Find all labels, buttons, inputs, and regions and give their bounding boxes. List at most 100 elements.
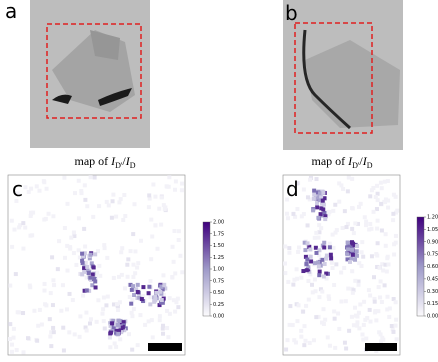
map-pixel <box>319 226 324 231</box>
map-pixel <box>299 334 304 339</box>
map-pixel <box>159 284 164 289</box>
map-pixel <box>46 211 51 216</box>
map-pixel <box>100 311 105 316</box>
optical-image-a <box>30 0 150 148</box>
map-pixel <box>87 321 92 326</box>
map-pixel <box>167 175 172 180</box>
map-pixel <box>133 271 138 276</box>
map-pixel <box>356 282 361 287</box>
map-pixel <box>76 216 81 221</box>
map-pixel <box>47 317 52 322</box>
map-pixel <box>393 194 398 199</box>
map-pixel <box>378 339 383 344</box>
map-pixel <box>382 283 387 288</box>
map-pixel <box>285 211 290 216</box>
map-pixel <box>153 194 158 199</box>
map-pixel <box>68 245 73 250</box>
map-pixel <box>355 221 360 226</box>
map-pixel <box>368 319 373 324</box>
map-pixel <box>92 276 97 281</box>
map-pixel <box>379 228 384 233</box>
map-pixel <box>42 288 47 293</box>
map-pixel <box>50 303 55 308</box>
map-pixel <box>345 221 350 226</box>
map-pixel <box>317 295 322 300</box>
map-pixel <box>176 237 181 242</box>
colorbar-tick-label: 0.75 <box>213 278 224 284</box>
map-pixel <box>115 322 120 327</box>
map-pixel <box>350 226 355 231</box>
map-pixel <box>345 240 350 245</box>
map-pixel <box>59 308 64 313</box>
map-pixel <box>333 202 338 207</box>
map-pixel <box>312 277 317 282</box>
map-pixel <box>127 332 132 337</box>
map-pixel <box>322 211 327 216</box>
map-pixel <box>77 334 82 339</box>
map-pixel <box>360 240 365 245</box>
map-pixel <box>52 283 57 288</box>
map-pixel <box>371 186 376 191</box>
map-pixel <box>317 223 322 228</box>
map-pixel <box>126 257 131 262</box>
map-pixel <box>37 188 42 193</box>
map-pixel <box>121 320 126 325</box>
map-pixel <box>321 202 326 207</box>
caption: map of ID'/ID <box>75 154 136 170</box>
map-pixel <box>368 194 373 199</box>
map-pixel <box>9 342 14 347</box>
map-pixel <box>327 245 332 250</box>
map-pixel <box>102 243 107 248</box>
map-pixel <box>351 241 356 246</box>
map-pixel <box>359 250 364 255</box>
map-pixel <box>328 252 333 257</box>
map-pixel <box>15 191 20 196</box>
map-pixel <box>154 290 159 295</box>
map-pixel <box>51 325 56 330</box>
map-pixel <box>102 326 107 331</box>
map-pixel <box>161 273 166 278</box>
map-pixel <box>317 273 322 278</box>
map-pixel <box>391 329 396 334</box>
map-pixel <box>321 307 326 312</box>
map-pixel <box>11 326 16 331</box>
map-pixel <box>333 345 338 350</box>
map-pixel <box>311 338 316 343</box>
map-pixel <box>287 246 292 251</box>
caption: map of ID'/ID <box>312 154 373 170</box>
map-pixel <box>127 294 132 299</box>
map-pixel <box>114 214 119 219</box>
colorbar-tick-label: 0.25 <box>213 302 224 308</box>
map-pixel <box>339 270 344 275</box>
map-pixel <box>299 275 304 280</box>
map-pixel <box>43 302 48 307</box>
map-pixel <box>170 244 175 249</box>
map-pixel <box>110 321 115 326</box>
map-pixel <box>344 346 349 351</box>
map-pixel <box>90 283 95 288</box>
map-pixel <box>116 308 121 313</box>
map-pixel <box>320 257 325 262</box>
map-pixel <box>65 243 70 248</box>
map-pixel <box>163 286 168 291</box>
map-pixel <box>62 175 67 180</box>
map-pixel <box>337 326 342 331</box>
map-pixel <box>101 295 106 300</box>
map-pixel <box>106 203 111 208</box>
map-pixel <box>146 319 151 324</box>
map-pixel <box>21 311 26 316</box>
map-pixel <box>84 328 89 333</box>
map-pixel <box>44 186 49 191</box>
map-pixel <box>375 198 380 203</box>
map-pixel <box>82 266 87 271</box>
map-pixel <box>386 198 391 203</box>
map-pixel <box>129 301 134 306</box>
map-pixel <box>307 269 312 274</box>
map-pixel <box>118 197 123 202</box>
map-pixel <box>50 255 55 260</box>
map-pixel <box>316 215 321 220</box>
map-pixel <box>12 227 17 232</box>
map-pixel <box>34 184 39 189</box>
map-pixel <box>28 233 33 238</box>
colorbar-tick-label: 2.00 <box>213 220 224 226</box>
